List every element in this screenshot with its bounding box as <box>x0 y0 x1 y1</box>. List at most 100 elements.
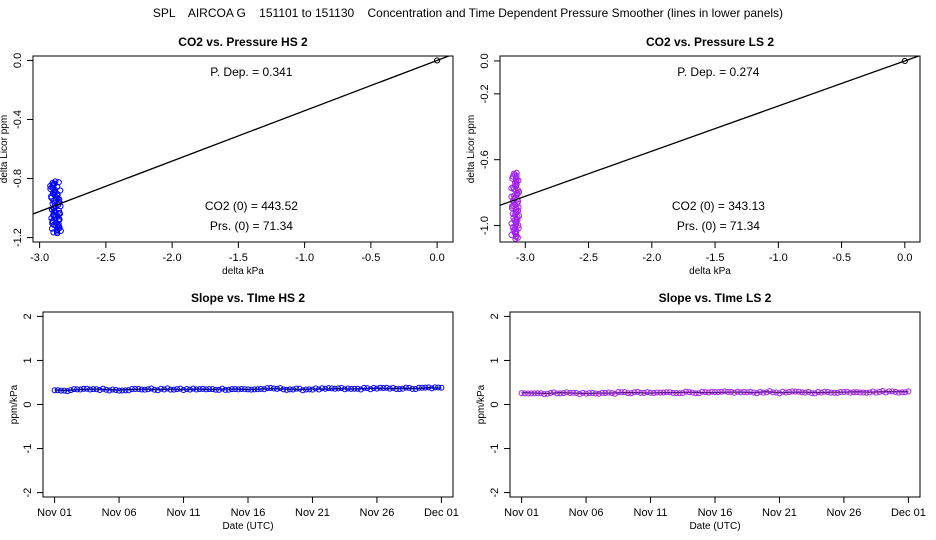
data-point <box>834 389 841 396</box>
data-point <box>805 388 812 395</box>
data-point <box>808 390 815 397</box>
y-axis: -1.0 -0.6 -0.2 0.0 <box>479 53 500 235</box>
data-point <box>54 195 61 202</box>
data-point <box>393 385 400 392</box>
y-axis: -2 -1 0 1 2 <box>489 313 510 497</box>
x-axis-label: Date (UTC) <box>222 521 273 532</box>
y-axis-label: ppm/kPa <box>476 384 487 424</box>
data-point <box>705 389 712 396</box>
y-axis-label: delta Licor ppm <box>0 115 10 183</box>
data-point <box>274 385 281 392</box>
data-point <box>792 388 799 395</box>
data-point <box>248 386 255 393</box>
data-point <box>177 385 184 392</box>
x-tick-label: Nov 06 <box>569 507 604 519</box>
data-point <box>148 385 155 392</box>
x-tick-label: Nov 11 <box>167 507 201 519</box>
data-point <box>402 384 409 391</box>
data-point <box>763 389 770 396</box>
data-point <box>87 386 94 393</box>
data-point <box>637 389 644 396</box>
data-point <box>631 389 638 396</box>
data-point <box>74 386 81 393</box>
plot-frame <box>509 311 921 498</box>
data-point <box>534 390 541 397</box>
data-point <box>58 387 65 394</box>
data-point <box>634 388 641 395</box>
data-point <box>718 388 725 395</box>
data-point <box>770 389 777 396</box>
y-axis: -1.2 -0.8 -0.4 0.0 <box>12 53 33 247</box>
data-point <box>615 388 622 395</box>
y-tick-label: -1 <box>489 444 501 454</box>
data-point <box>193 386 200 393</box>
data-point <box>128 386 135 393</box>
data-point <box>663 389 670 396</box>
plot-frame <box>32 55 454 243</box>
prs-zero-label: Prs. (0) = 71.34 <box>210 219 293 233</box>
data-point <box>689 389 696 396</box>
data-point <box>80 385 87 392</box>
data-point <box>341 386 348 393</box>
data-point <box>52 178 59 185</box>
data-point <box>54 387 61 394</box>
data-point <box>219 385 226 392</box>
data-point <box>280 386 287 393</box>
data-point <box>744 389 751 396</box>
data-point <box>892 388 899 395</box>
data-point <box>386 385 393 392</box>
data-point <box>511 171 518 178</box>
data-point <box>190 385 197 392</box>
data-point <box>576 390 583 397</box>
data-point <box>525 390 532 397</box>
y-tick-label: 2 <box>22 313 34 319</box>
y-axis: -2 -1 0 1 2 <box>22 313 43 497</box>
y-tick-label: -2 <box>489 488 501 498</box>
x-tick-label: Nov 21 <box>295 507 330 519</box>
data-point <box>306 386 313 393</box>
data-point <box>831 389 838 396</box>
data-point <box>789 388 796 395</box>
data-point <box>390 384 397 391</box>
data-point <box>209 386 216 393</box>
data-point <box>328 385 335 392</box>
data-point <box>692 390 699 397</box>
data-point <box>64 388 71 395</box>
data-point <box>869 388 876 395</box>
data-point <box>589 390 596 397</box>
data-point <box>112 387 119 394</box>
data-point <box>428 385 435 392</box>
x-tick-label: -3.0 <box>30 252 49 264</box>
data-point <box>377 384 384 391</box>
data-point <box>592 390 599 397</box>
data-point <box>215 386 222 393</box>
data-point <box>753 390 760 397</box>
data-point <box>750 389 757 396</box>
data-point <box>283 386 290 393</box>
data-point <box>203 386 210 393</box>
data-point <box>419 384 426 391</box>
data-point <box>695 390 702 397</box>
y-tick-label: 0.0 <box>479 53 491 68</box>
data-point <box>866 389 873 396</box>
data-point <box>676 390 683 397</box>
data-point <box>48 193 55 200</box>
marks <box>518 387 912 398</box>
data-point <box>605 389 612 396</box>
data-point <box>863 389 870 396</box>
data-point <box>157 385 164 392</box>
data-point <box>905 388 912 395</box>
data-point <box>296 385 303 392</box>
data-point <box>55 179 62 186</box>
x-tick-label: Dec 01 <box>891 507 926 519</box>
plot-frame <box>42 311 454 498</box>
data-point <box>734 388 741 395</box>
data-point <box>737 389 744 396</box>
data-point <box>679 389 686 396</box>
x-tick-label: -2.5 <box>96 252 115 264</box>
data-point <box>61 387 68 394</box>
data-point <box>818 389 825 396</box>
data-point <box>537 390 544 397</box>
data-point <box>795 388 802 395</box>
